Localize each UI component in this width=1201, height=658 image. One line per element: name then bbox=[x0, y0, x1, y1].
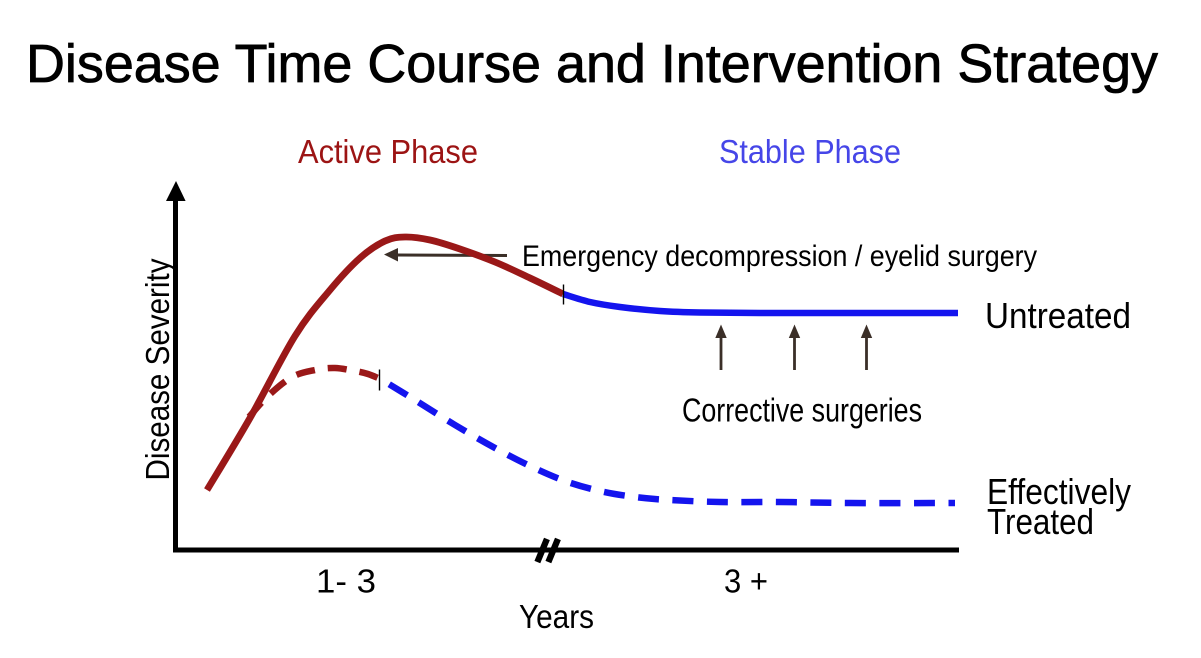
svg-text:Stable Phase: Stable Phase bbox=[719, 134, 901, 171]
svg-text:Emergency decompression / eyel: Emergency decompression / eyelid surgery bbox=[522, 240, 1037, 273]
svg-text:Disease Severity: Disease Severity bbox=[140, 258, 177, 480]
svg-text:Years: Years bbox=[519, 599, 594, 636]
svg-text:Untreated: Untreated bbox=[985, 295, 1131, 336]
svg-text:Disease Time Course and Interv: Disease Time Course and Intervention Str… bbox=[26, 34, 1158, 94]
svg-text:Corrective surgeries: Corrective surgeries bbox=[682, 393, 922, 430]
svg-text:3 +: 3 + bbox=[724, 564, 768, 601]
svg-text:1- 3: 1- 3 bbox=[316, 564, 376, 601]
svg-text:Treated: Treated bbox=[987, 501, 1094, 542]
svg-text:Active Phase: Active Phase bbox=[298, 134, 478, 171]
svg-text:Effectively: Effectively bbox=[987, 471, 1131, 512]
